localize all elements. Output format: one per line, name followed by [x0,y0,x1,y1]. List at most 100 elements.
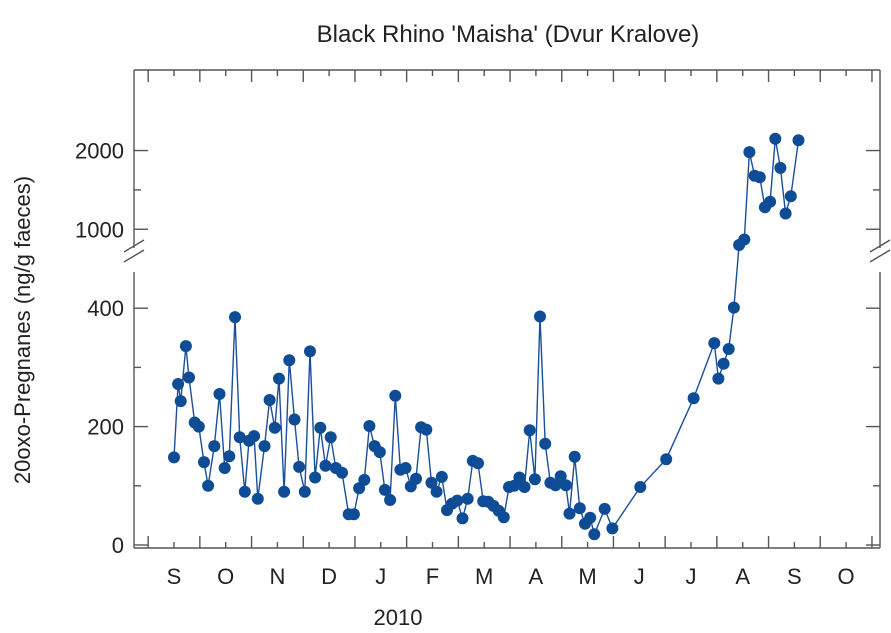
series-line [173,138,800,537]
data-point [738,233,751,246]
data-point [233,431,246,444]
data-point [251,492,264,505]
data-point [174,395,187,408]
data-point [584,511,597,524]
x-tick-label: M [578,564,596,589]
data-point [420,423,433,436]
data-point [288,413,301,426]
x-tick-label: A [735,564,750,589]
data-point [563,507,576,520]
data-point [634,481,647,493]
x-axis-label: 2010 [374,605,423,630]
data-point [708,337,721,350]
data-point [373,446,386,459]
data-point [588,528,601,541]
y-tick-label: 1000 [75,217,124,242]
data-point [202,479,215,492]
data-point [347,508,360,521]
data-point [208,440,221,453]
data-point [549,479,562,492]
data-point [717,357,730,370]
data-point [168,451,180,464]
x-tick-label: N [890,564,891,589]
data-point [384,494,397,506]
data-point [528,473,541,486]
data-point [753,171,766,184]
data-point [523,424,536,437]
data-point [518,481,531,493]
data-point [743,146,756,159]
x-tick-label: S [787,564,802,589]
data-point [568,450,581,463]
data-point [324,431,337,444]
data-point [430,485,443,498]
data-point [213,388,226,400]
x-tick-label: M [475,564,493,589]
x-tick-label: O [838,564,855,589]
data-point [539,437,552,450]
x-tick-label: O [217,564,234,589]
data-point [378,483,391,496]
data-point [319,459,332,472]
data-point [223,450,236,463]
data-point [183,371,195,384]
x-axis-ticks: SONDJFMAMJJASON [147,70,891,589]
data-point [660,453,673,466]
data-point [784,190,797,203]
x-tick-label: F [426,564,439,589]
chart-title: Black Rhino 'Maisha' (Dvur Kralove) [317,21,700,48]
data-point [309,471,322,484]
data-point [513,471,526,484]
data-point [248,430,261,443]
data-point [278,485,291,498]
data-point [687,392,700,405]
axis-break-right [869,239,891,263]
data-point [198,456,210,469]
data-point [534,310,546,323]
data-point [389,389,402,402]
data-point [179,340,192,353]
data-point [727,301,740,314]
data-point [336,466,348,479]
data-point [192,420,205,433]
data-point [722,343,735,355]
x-tick-label: N [269,564,285,589]
x-tick-label: S [167,564,182,589]
data-point [410,472,422,485]
data-point [268,421,281,434]
data-point [172,378,185,390]
x-tick-label: J [375,564,386,589]
data-point [298,485,311,498]
data-point [573,502,586,515]
data-points [168,132,805,541]
data-point [425,476,438,489]
y-axis-label: 20oxo-Pregnanes (ng/g faeces) [10,176,35,484]
data-point [769,132,782,145]
data-point [461,492,474,505]
y-tick-label: 0 [112,533,124,558]
data-point [712,372,725,385]
y-tick-label: 2000 [75,139,124,164]
data-point [774,161,787,174]
data-point [451,494,464,507]
data-point [304,345,316,358]
data-point [435,470,448,483]
data-point [779,207,792,220]
data-point [363,420,376,432]
data-point [358,473,371,486]
axis-break-left [123,239,145,263]
data-point [263,394,276,406]
x-tick-label: J [634,564,645,589]
data-point [283,354,296,367]
data-point [258,440,271,453]
data-point [472,457,484,470]
x-tick-label: A [529,564,544,589]
data-point [559,479,572,492]
y-tick-label: 400 [87,296,124,321]
x-tick-label: J [686,564,697,589]
data-point [218,462,231,474]
data-point [598,502,611,515]
data-point [497,511,510,524]
data-point [314,421,327,434]
